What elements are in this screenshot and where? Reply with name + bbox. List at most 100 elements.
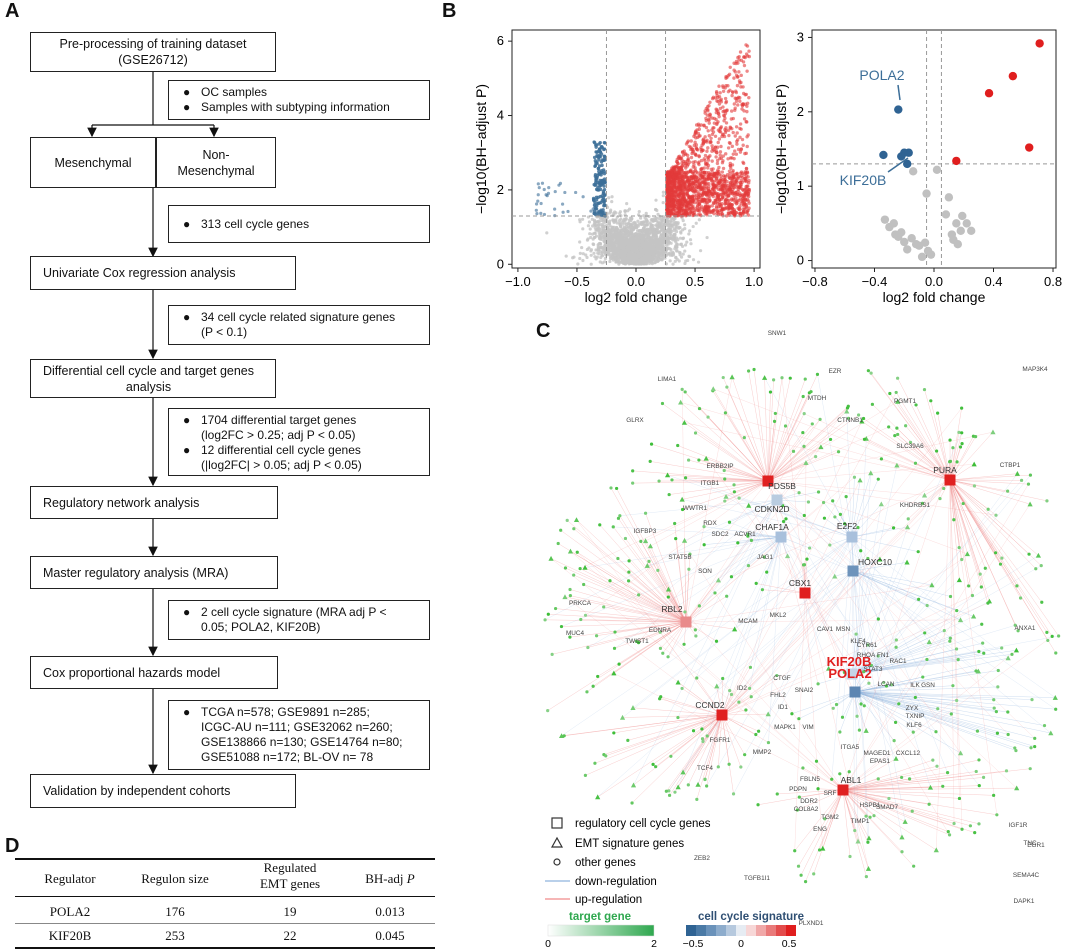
point-not-significant	[678, 236, 682, 240]
point-not-significant	[596, 251, 600, 255]
point-not-significant	[649, 260, 654, 264]
point-up-regulated	[703, 182, 707, 187]
network-edge	[697, 714, 723, 785]
point-not-significant	[642, 214, 646, 218]
network-edge	[580, 568, 687, 623]
point-not-significant	[598, 250, 602, 254]
network-edge	[764, 377, 853, 538]
network-edge	[915, 463, 951, 481]
network-edge	[854, 691, 995, 709]
point-up-regulated	[703, 153, 708, 158]
network-edge	[632, 480, 769, 484]
network-edge	[949, 479, 960, 799]
univariate-box: Univariate Cox regression analysis	[30, 256, 296, 290]
point-not-significant	[655, 208, 659, 213]
point-up-regulated	[723, 96, 728, 101]
network-edge	[650, 545, 687, 623]
point-not-significant	[586, 224, 590, 228]
network-edge	[638, 480, 769, 643]
point-up-regulated	[717, 172, 722, 176]
point-down-regulated	[597, 181, 602, 185]
point-not-significant	[571, 256, 575, 260]
point-not-significant	[683, 223, 687, 227]
point-down-regulated	[602, 204, 606, 208]
network-edge	[713, 388, 769, 482]
point-up-regulated	[701, 138, 705, 142]
network-edge	[744, 437, 769, 482]
network-edge	[852, 570, 951, 597]
network-edge	[548, 614, 687, 623]
point-up-regulated	[730, 144, 735, 149]
point-up-regulated	[724, 214, 729, 218]
point-up-regulated	[717, 129, 722, 134]
point-down-regulated	[879, 150, 888, 160]
point-up-regulated	[738, 81, 742, 85]
point-not-significant	[619, 224, 623, 229]
network-edge	[565, 567, 687, 623]
point-down-regulated	[596, 195, 600, 200]
point-up-regulated	[691, 160, 695, 164]
point-up-regulated	[742, 172, 746, 177]
network-edge	[680, 402, 951, 481]
point-up-regulated	[734, 99, 739, 103]
network-edge	[949, 479, 968, 555]
point-up-regulated	[684, 208, 688, 213]
point-not-significant	[580, 217, 585, 221]
point-not-significant	[655, 250, 659, 254]
y-axis-label: −log10(BH−adjust P)	[473, 84, 489, 214]
point-down-regulated	[601, 168, 606, 172]
point-up-regulated	[694, 130, 698, 135]
point-up-regulated	[736, 177, 740, 181]
network-edge	[564, 596, 687, 623]
point-up-regulated	[728, 210, 732, 215]
point-not-significant	[674, 230, 679, 234]
point-up-regulated	[728, 188, 732, 192]
validation-box: Validation by independent cohorts	[30, 774, 296, 808]
point-up-regulated	[677, 207, 681, 211]
point-up-regulated	[743, 55, 747, 60]
network-edge	[863, 418, 951, 481]
network-edge	[669, 714, 723, 796]
point-not-significant	[673, 216, 677, 221]
point-up-regulated	[699, 158, 704, 163]
network-edge	[804, 592, 1017, 789]
network-edge	[776, 499, 1056, 698]
point-up-regulated	[676, 199, 680, 203]
network-edge	[842, 636, 1053, 791]
network-edge	[854, 691, 1056, 698]
point-not-significant	[629, 219, 633, 223]
point-up-regulated	[707, 121, 711, 125]
point-not-significant	[588, 227, 592, 231]
point-not-significant	[647, 246, 651, 250]
point-up-regulated	[737, 54, 741, 59]
point-not-significant	[545, 231, 549, 235]
point-up-regulated	[685, 188, 690, 192]
network-edge	[660, 632, 723, 716]
point-up-regulated	[710, 96, 715, 101]
point-up-regulated	[696, 197, 701, 202]
point-up-regulated	[700, 148, 705, 152]
point-not-significant	[615, 221, 619, 225]
point-up-regulated	[711, 194, 716, 199]
point-down-regulated	[602, 184, 606, 188]
network-edge	[949, 436, 976, 481]
point-not-significant	[657, 257, 662, 261]
point-up-regulated	[728, 172, 732, 176]
point-up-regulated	[706, 118, 711, 122]
volcano-points	[879, 39, 1044, 262]
network-edge	[861, 421, 951, 481]
network-edge	[949, 479, 1008, 492]
network-edge	[567, 520, 687, 623]
point-not-significant	[614, 227, 618, 231]
point-not-significant	[593, 235, 597, 240]
point-not-significant	[637, 209, 641, 214]
point-not-significant	[689, 242, 693, 246]
network-label: Regulatory network analysis	[43, 495, 200, 510]
point-up-regulated	[716, 187, 721, 191]
cohort-line: GSE51088 n=172; BL-OV n= 78	[201, 750, 374, 764]
point-up-regulated	[735, 138, 740, 142]
point-down-regulated	[537, 186, 541, 190]
point-up-regulated	[744, 151, 748, 156]
point-up-regulated	[677, 156, 681, 161]
x-tick-label: −1.0	[505, 274, 531, 289]
